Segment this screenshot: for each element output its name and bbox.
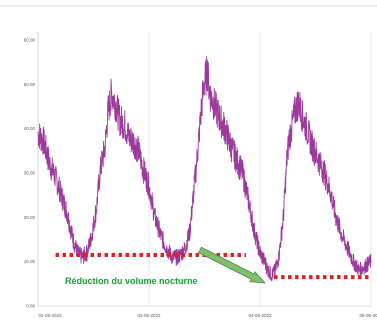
annotation-text: Réduction du volume nocturne bbox=[65, 276, 198, 286]
axes bbox=[37, 32, 371, 307]
y-tick-label: 50.00 bbox=[24, 82, 36, 87]
y-tick-label: 0.00 bbox=[26, 304, 35, 309]
x-tick-label: 02-05-2022 bbox=[38, 313, 62, 318]
x-tick-labels: 02-05-2022 03-05-2022 04-05-2022 05-05-2022 bbox=[38, 313, 377, 318]
y-tick-label: 30.00 bbox=[24, 171, 36, 176]
x-tick-label: 03-05-2022 bbox=[137, 313, 161, 318]
y-tick-label: 60.00 bbox=[24, 38, 36, 43]
y-tick-label: 10.00 bbox=[24, 259, 36, 264]
y-tick-label: 40.00 bbox=[24, 126, 36, 131]
series-line bbox=[37, 56, 372, 282]
series-group bbox=[37, 56, 372, 282]
x-tick-label: 04-05-2022 bbox=[248, 313, 272, 318]
y-tick-labels: 0.00 10.00 20.00 30.00 40.00 50.00 60.00 bbox=[24, 38, 36, 309]
grid-lines bbox=[148, 32, 372, 306]
y-tick-label: 20.00 bbox=[24, 215, 36, 220]
annotation-arrow bbox=[198, 246, 266, 284]
x-tick-label: 05-05-2022 bbox=[359, 313, 377, 318]
reference-lines bbox=[55, 253, 371, 280]
annotation-group: Réduction du volume nocturne bbox=[65, 246, 266, 286]
